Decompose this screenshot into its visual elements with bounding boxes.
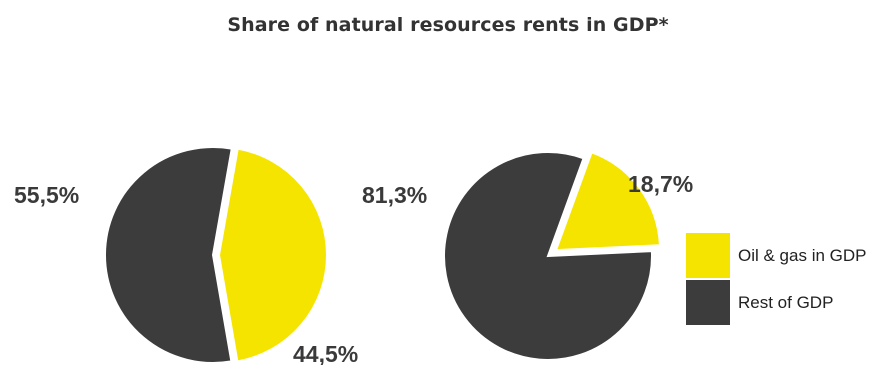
legend-label-rest: Rest of GDP <box>738 292 834 312</box>
pie-chart-2: 81,3% 18,7% <box>362 151 693 361</box>
pie1-slice-oil-gas <box>217 147 328 363</box>
pie-chart-1: 55,5% 44,5% <box>14 146 358 365</box>
pie1-label-oil-gas: 44,5% <box>293 341 358 365</box>
legend-item-rest: Rest of GDP <box>686 279 867 326</box>
legend: Oil & gas in GDP Rest of GDP <box>686 232 867 326</box>
pie2-slice-oil-gas <box>554 151 661 252</box>
pie2-slice-rest <box>443 151 653 361</box>
pie2-label-oil-gas: 18,7% <box>628 171 693 197</box>
legend-swatch-oil-gas <box>686 233 730 278</box>
legend-label-oil-gas: Oil & gas in GDP <box>738 245 867 265</box>
pie1-label-rest: 55,5% <box>14 182 79 208</box>
legend-swatch-rest <box>686 280 730 325</box>
pie1-slice-rest <box>103 146 233 364</box>
chart-title: Share of natural resources rents in GDP* <box>227 14 669 36</box>
legend-item-oil-gas: Oil & gas in GDP <box>686 232 867 279</box>
pie2-label-rest: 81,3% <box>362 182 427 208</box>
